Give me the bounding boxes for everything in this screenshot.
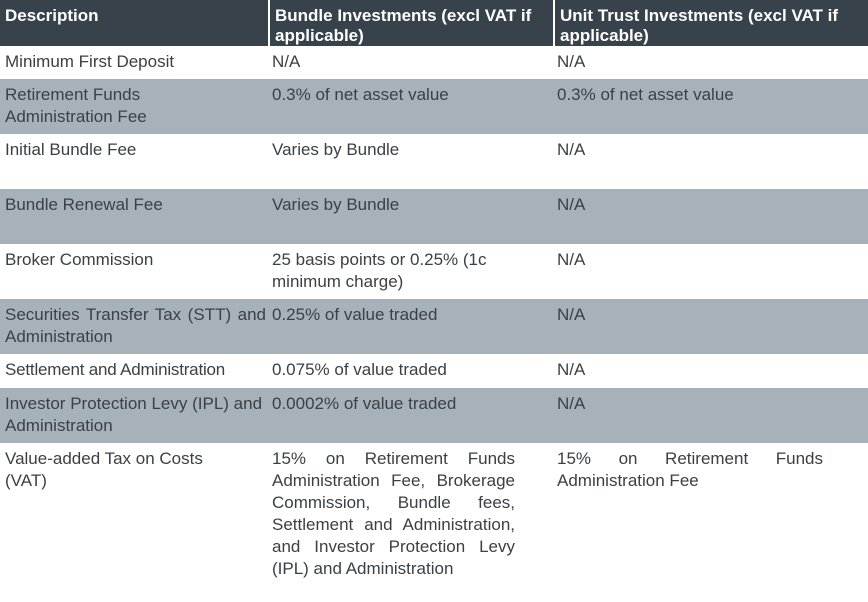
cell-unit-trust: N/A: [553, 134, 868, 189]
cell-unit-trust: N/A: [553, 189, 868, 244]
cell-bundle: 25 basis points or 0.25% (1c minimum cha…: [268, 244, 553, 299]
cell-unit-trust: N/A: [553, 244, 868, 299]
cell-unit-trust: 15% on Retirement Funds Administration F…: [553, 443, 868, 599]
cell-unit-trust: N/A: [553, 354, 868, 388]
cell-description: Securities Transfer Tax (STT) and Admini…: [0, 299, 268, 354]
header-bundle-investments: Bundle Investments (excl VAT if applicab…: [268, 0, 553, 46]
cell-unit-trust: N/A: [553, 388, 868, 443]
cell-bundle: Varies by Bundle: [268, 189, 553, 244]
cell-bundle: 0.0002% of value traded: [268, 388, 553, 443]
table-row: Investor Protection Levy (IPL) and Admin…: [0, 388, 868, 443]
table-row: Settlement and Administration 0.075% of …: [0, 354, 868, 388]
header-row: Description Bundle Investments (excl VAT…: [0, 0, 868, 46]
cell-description: Investor Protection Levy (IPL) and Admin…: [0, 388, 268, 443]
table-row: Minimum First Deposit N/A N/A: [0, 46, 868, 79]
cell-unit-trust: 0.3% of net asset value: [553, 79, 868, 134]
cell-bundle: Varies by Bundle: [268, 134, 553, 189]
table-row: Broker Commission 25 basis points or 0.2…: [0, 244, 868, 299]
cell-bundle: N/A: [268, 46, 553, 79]
cell-description: Value-added Tax on Costs (VAT): [0, 443, 268, 599]
cell-description: Minimum First Deposit: [0, 46, 268, 79]
table-row: Retirement Funds Administration Fee 0.3%…: [0, 79, 868, 134]
cell-bundle: 0.3% of net asset value: [268, 79, 553, 134]
header-unit-trust-investments: Unit Trust Investments (excl VAT if appl…: [553, 0, 868, 46]
cell-unit-trust: N/A: [553, 299, 868, 354]
cell-bundle: 0.25% of value traded: [268, 299, 553, 354]
cell-description: Broker Commission: [0, 244, 268, 299]
table-row: Value-added Tax on Costs (VAT) 15% on Re…: [0, 443, 868, 599]
cell-bundle: 15% on Retirement Funds Administration F…: [268, 443, 553, 599]
header-description: Description: [0, 0, 268, 46]
cell-description: Bundle Renewal Fee: [0, 189, 268, 244]
cell-bundle: 0.075% of value traded: [268, 354, 553, 388]
cell-description: Settlement and Administration: [0, 354, 268, 388]
cell-description: Retirement Funds Administration Fee: [0, 79, 268, 134]
cell-unit-trust: N/A: [553, 46, 868, 79]
table-row: Bundle Renewal Fee Varies by Bundle N/A: [0, 189, 868, 244]
table-row: Initial Bundle Fee Varies by Bundle N/A: [0, 134, 868, 189]
table-row: Securities Transfer Tax (STT) and Admini…: [0, 299, 868, 354]
cell-description: Initial Bundle Fee: [0, 134, 268, 189]
